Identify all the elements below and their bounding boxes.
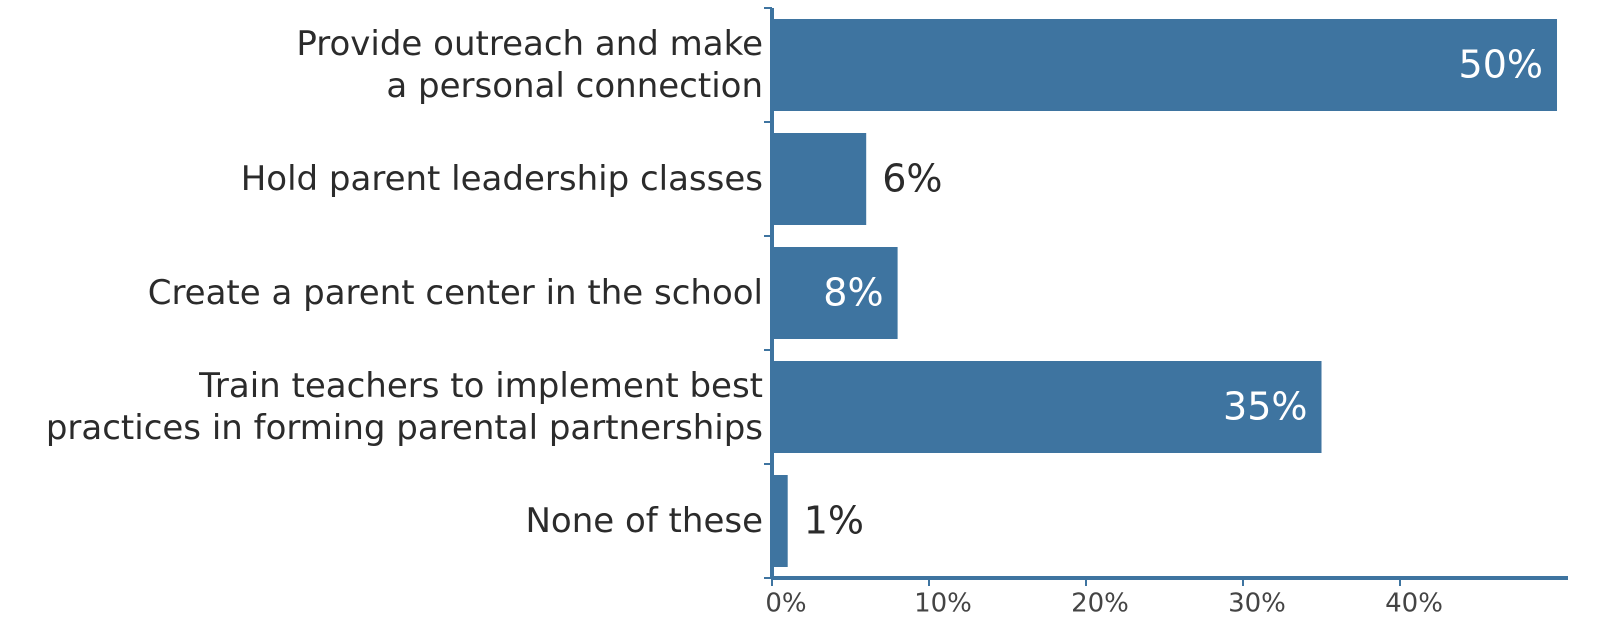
x-tick-label: 20% bbox=[1071, 589, 1129, 619]
value-label: 8% bbox=[823, 271, 883, 315]
category-label: Provide outreach and make a personal con… bbox=[296, 24, 763, 106]
value-label: 1% bbox=[804, 499, 864, 543]
value-label: 50% bbox=[1459, 43, 1543, 87]
bar bbox=[772, 133, 867, 225]
x-tick-label: 0% bbox=[765, 589, 806, 619]
bar bbox=[772, 19, 1558, 111]
x-tick-label: 40% bbox=[1385, 589, 1443, 619]
bar bbox=[772, 247, 898, 339]
category-label: None of these bbox=[525, 501, 763, 541]
x-tick-label: 30% bbox=[1228, 589, 1286, 619]
value-label: 6% bbox=[882, 157, 942, 201]
category-label: Create a parent center in the school bbox=[147, 273, 763, 313]
x-tick-label: 10% bbox=[914, 589, 972, 619]
value-label: 35% bbox=[1223, 385, 1307, 429]
bar bbox=[772, 475, 788, 567]
category-label: Train teachers to implement best practic… bbox=[45, 366, 763, 448]
category-label: Hold parent leadership classes bbox=[240, 159, 763, 199]
bar bbox=[772, 361, 1322, 453]
